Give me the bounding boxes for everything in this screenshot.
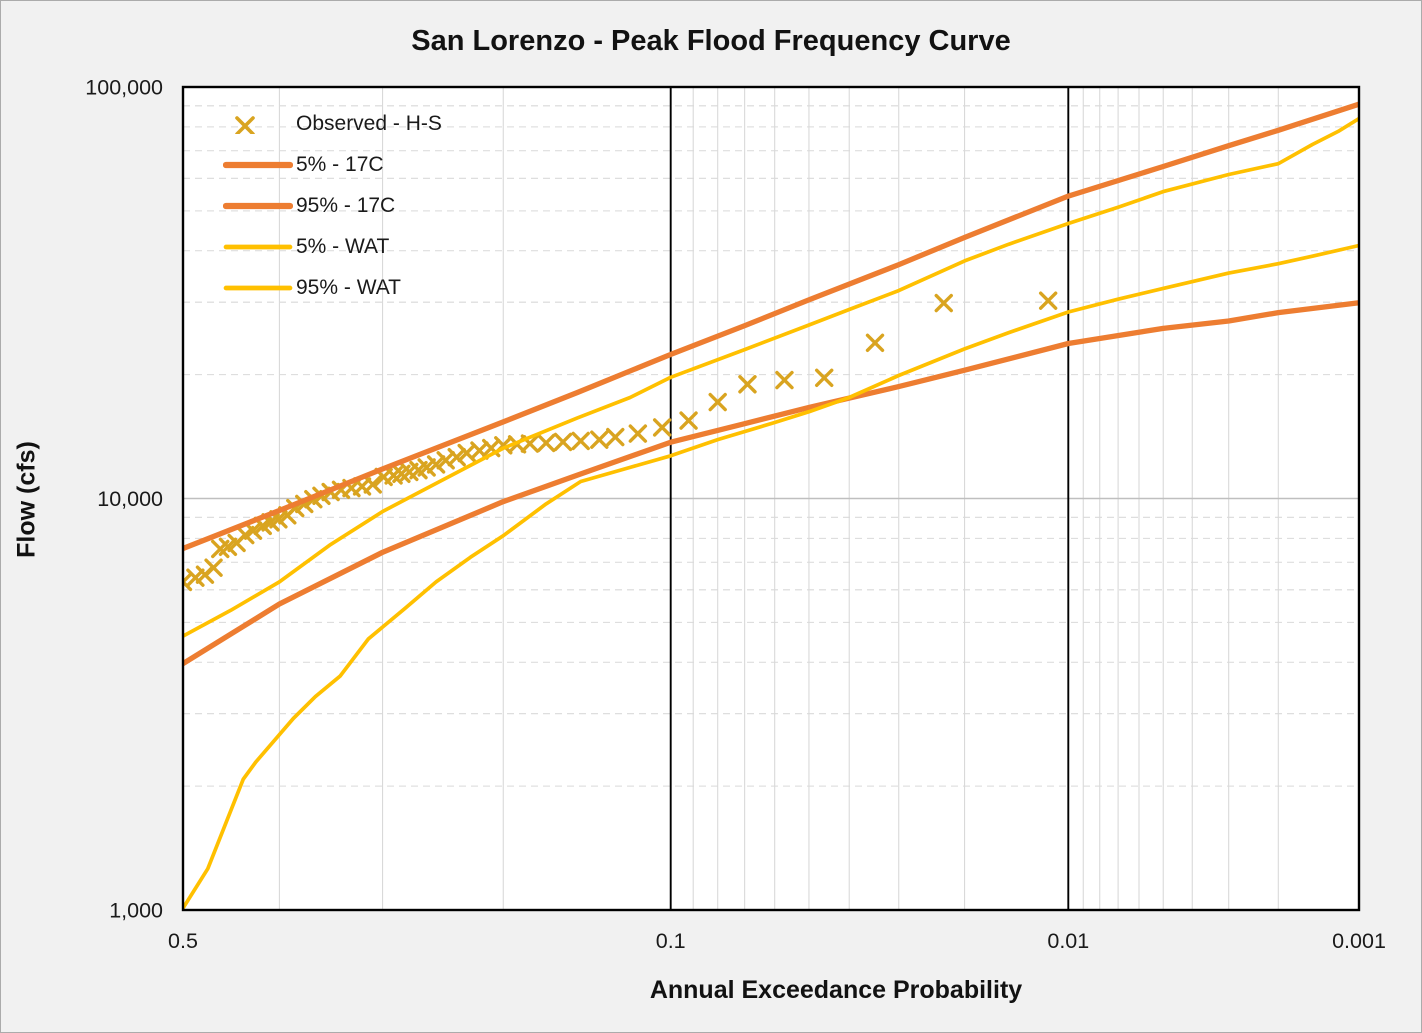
series-line-95-wat: [182, 243, 1360, 911]
line-swatch-icon: [223, 278, 293, 298]
y-axis-title: Flow (cfs): [12, 441, 41, 558]
x-tick-label: 0.5: [168, 929, 198, 953]
x-tick-label: 0.1: [656, 929, 686, 953]
legend-item-5pct-17c: 5% - 17C: [223, 144, 483, 185]
y-tick-label: 1,000: [109, 899, 163, 923]
legend-label: 5% - WAT: [296, 234, 390, 258]
series-line-5-wat: [182, 116, 1360, 638]
legend-item-observed: Observed - H-S: [223, 103, 483, 144]
line-swatch-icon: [223, 155, 293, 175]
legend-label: 5% - 17C: [296, 152, 384, 176]
x-tick-label: 0.01: [1047, 929, 1089, 953]
line-swatch-icon: [223, 196, 293, 216]
observed-x-marker-icon: [223, 114, 293, 134]
x-axis-title: Annual Exceedance Probability: [649, 976, 1023, 1004]
legend-item-95pct-17c: 95% - 17C: [223, 185, 483, 226]
plot-border: [181, 85, 1361, 912]
legend-label: 95% - WAT: [296, 275, 402, 299]
series-observed-markers: [182, 291, 1058, 592]
legend: Observed - H-S 5% - 17C 95% - 17C 5% - W…: [223, 103, 483, 308]
y-tick-label: 10,000: [97, 487, 163, 511]
series-line-95-17c: [182, 300, 1360, 667]
legend-label: Observed - H-S: [296, 111, 442, 135]
chart-title: San Lorenzo - Peak Flood Frequency Curve: [411, 25, 1011, 57]
x-tick-label: 0.001: [1332, 929, 1386, 953]
legend-label: 95% - 17C: [296, 193, 396, 217]
y-tick-label: 100,000: [85, 76, 163, 100]
legend-item-5pct-wat: 5% - WAT: [223, 226, 483, 267]
series-line-5-17c: [182, 101, 1360, 552]
legend-item-95pct-wat: 95% - WAT: [223, 267, 483, 308]
line-swatch-icon: [223, 237, 293, 257]
